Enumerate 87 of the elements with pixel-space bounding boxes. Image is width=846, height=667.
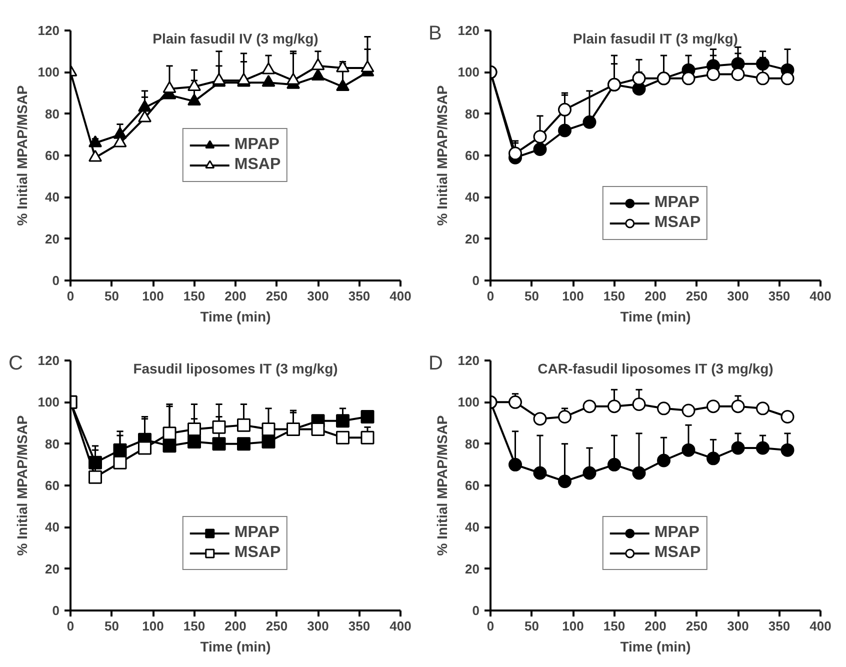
x-tick-label: 300 [307, 288, 329, 304]
x-tick-label: 350 [768, 288, 790, 304]
x-tick-label: 400 [390, 288, 412, 304]
y-tick-label: 80 [465, 436, 480, 452]
legend-label: MSAP [234, 544, 281, 562]
y-tick-label: 20 [465, 231, 480, 246]
y-tick-label: 80 [45, 436, 60, 452]
y-tick-label: 120 [458, 353, 480, 368]
y-tick-label: 40 [465, 190, 480, 205]
y-axis-title: % Initial MPAP/MSAP [14, 85, 30, 226]
legend-label: MPAP [234, 136, 280, 154]
legend-label: MPAP [654, 524, 700, 542]
y-tick-label: 120 [38, 23, 60, 38]
x-tick-label: 150 [183, 618, 206, 634]
y-tick-label: 100 [458, 64, 480, 80]
y-tick-label: 0 [472, 603, 480, 618]
x-tick-label: 150 [603, 618, 626, 634]
legend-label: MPAP [654, 194, 700, 212]
y-tick-label: 40 [45, 190, 60, 205]
legend-label: MSAP [654, 544, 701, 562]
x-tick-label: 400 [810, 618, 832, 634]
chart-title: CAR-fasudil liposomes IT (3 mg/kg) [538, 360, 774, 376]
x-tick-label: 250 [686, 618, 708, 634]
chart-title: Plain fasudil IV (3 mg/kg) [152, 30, 318, 46]
x-tick-label: 300 [727, 288, 749, 304]
x-tick-label: 400 [390, 618, 412, 634]
x-axis-title: Time (min) [200, 638, 271, 654]
x-axis-title: Time (min) [200, 308, 271, 324]
x-tick-label: 300 [307, 618, 329, 634]
x-tick-label: 100 [562, 618, 584, 634]
x-tick-label: 200 [644, 288, 666, 304]
x-tick-label: 350 [348, 288, 370, 304]
x-tick-label: 250 [686, 288, 708, 304]
legend-label: MSAP [654, 214, 701, 232]
x-tick-label: 100 [142, 618, 164, 634]
x-tick-label: 200 [224, 288, 246, 304]
x-tick-label: 300 [727, 618, 749, 634]
y-tick-label: 120 [38, 353, 60, 368]
y-tick-label: 40 [45, 520, 60, 535]
x-tick-label: 250 [266, 288, 288, 304]
x-tick-label: 100 [562, 288, 584, 304]
x-tick-label: 50 [104, 288, 119, 304]
y-tick-label: 80 [465, 106, 480, 122]
x-tick-label: 200 [224, 618, 246, 634]
y-tick-label: 0 [52, 273, 60, 288]
x-tick-label: 200 [644, 618, 666, 634]
y-axis-title: % Initial MPAP/MSAP [434, 415, 450, 556]
legend-label: MPAP [234, 524, 280, 542]
y-tick-label: 100 [38, 394, 60, 410]
x-tick-label: 0 [486, 618, 494, 634]
text: D [428, 352, 443, 374]
y-tick-label: 20 [465, 561, 480, 576]
text: B [428, 22, 442, 44]
chart-title: Plain fasudil IT (3 mg/kg) [573, 30, 738, 46]
x-tick-label: 250 [266, 618, 288, 634]
y-tick-label: 20 [45, 231, 60, 246]
x-tick-label: 350 [768, 618, 790, 634]
legend-label: MSAP [234, 156, 281, 174]
y-tick-label: 60 [45, 148, 60, 163]
x-tick-label: 100 [142, 288, 164, 304]
y-tick-label: 60 [45, 478, 60, 493]
y-tick-label: 60 [465, 478, 480, 493]
x-tick-label: 400 [810, 288, 832, 304]
x-tick-label: 150 [183, 288, 206, 304]
y-tick-label: 120 [458, 23, 480, 38]
y-tick-label: 0 [472, 273, 480, 288]
y-tick-label: 20 [45, 561, 60, 576]
x-axis-title: Time (min) [620, 308, 691, 324]
text: C [8, 352, 23, 374]
chart-title: Fasudil liposomes IT (3 mg/kg) [133, 360, 338, 376]
x-tick-label: 0 [66, 288, 74, 304]
y-tick-label: 0 [52, 603, 60, 618]
y-axis-title: % Initial MPAP/MSAP [14, 415, 30, 556]
x-tick-label: 0 [66, 618, 74, 634]
x-tick-label: 50 [524, 288, 539, 304]
x-tick-label: 50 [104, 618, 119, 634]
y-tick-label: 80 [45, 106, 60, 122]
x-tick-label: 150 [603, 288, 626, 304]
y-tick-label: 100 [458, 394, 480, 410]
x-tick-label: 350 [348, 618, 370, 634]
x-tick-label: 50 [524, 618, 539, 634]
y-axis-title: % Initial MPAP/MSAP [434, 85, 450, 226]
y-tick-label: 60 [465, 148, 480, 163]
y-tick-label: 40 [465, 520, 480, 535]
x-tick-label: 0 [486, 288, 494, 304]
y-tick-label: 100 [38, 64, 60, 80]
x-axis-title: Time (min) [620, 638, 691, 654]
